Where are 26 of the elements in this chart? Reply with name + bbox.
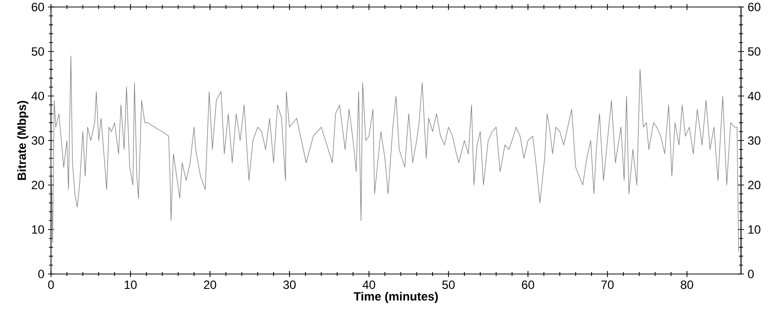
y2-tick-label: 60 <box>748 2 760 12</box>
y-tick-label: 60 <box>32 2 44 12</box>
y2-tick-label: 40 <box>748 92 760 100</box>
y2-tick-label: 50 <box>748 47 760 56</box>
x-tick-label: 40 <box>362 280 376 289</box>
x-tick-label: 0 <box>48 280 54 289</box>
x-tick-label: 20 <box>204 280 216 289</box>
x-axis-title: Time (minutes) <box>354 292 438 303</box>
x-tick-label: 60 <box>522 280 534 289</box>
y-tick-label: 50 <box>32 47 44 56</box>
x-tick-label: 10 <box>124 280 137 289</box>
y2-tick-label: 0 <box>748 270 754 278</box>
y-tick-label: 0 <box>38 270 44 278</box>
y2-tick-label: 20 <box>748 180 760 190</box>
y-tick-label: 40 <box>31 92 44 100</box>
x-tick-label: 30 <box>283 280 296 289</box>
x-tick-label: 70 <box>601 280 614 289</box>
y-axis-title: Bitrate (Mbps) <box>17 100 28 180</box>
x-tick-label: 80 <box>680 280 694 289</box>
y2-tick-label: 30 <box>748 136 760 145</box>
x-tick-label: 50 <box>442 280 455 289</box>
y-tick-label: 20 <box>32 180 44 190</box>
y-tick-label: 10 <box>32 225 44 234</box>
y2-tick-label: 10 <box>748 225 760 234</box>
line-series <box>51 56 739 252</box>
y-tick-label: 30 <box>32 136 44 145</box>
